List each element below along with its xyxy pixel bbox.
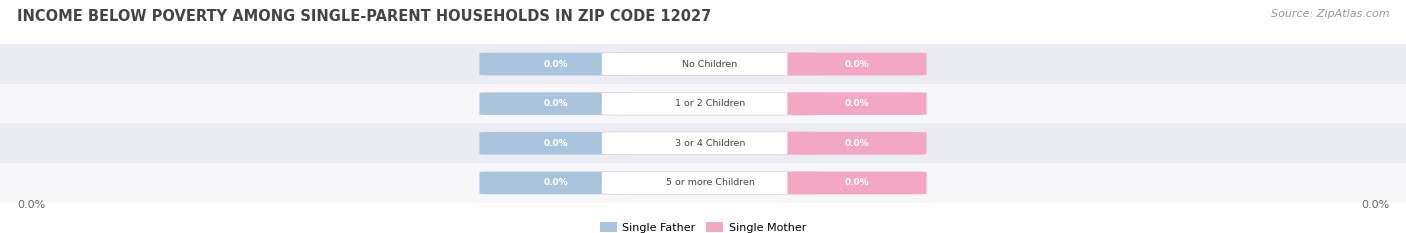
FancyBboxPatch shape — [602, 132, 818, 155]
Text: 0.0%: 0.0% — [845, 99, 869, 108]
Text: 3 or 4 Children: 3 or 4 Children — [675, 139, 745, 148]
FancyBboxPatch shape — [787, 132, 927, 155]
Text: 0.0%: 0.0% — [845, 60, 869, 69]
Text: Source: ZipAtlas.com: Source: ZipAtlas.com — [1271, 9, 1389, 19]
FancyBboxPatch shape — [787, 92, 927, 115]
Text: 0.0%: 0.0% — [845, 139, 869, 148]
Text: INCOME BELOW POVERTY AMONG SINGLE-PARENT HOUSEHOLDS IN ZIP CODE 12027: INCOME BELOW POVERTY AMONG SINGLE-PARENT… — [17, 9, 711, 24]
Text: 0.0%: 0.0% — [845, 178, 869, 187]
FancyBboxPatch shape — [602, 92, 818, 115]
FancyBboxPatch shape — [479, 53, 633, 75]
FancyBboxPatch shape — [0, 44, 1406, 84]
Text: No Children: No Children — [682, 60, 738, 69]
FancyBboxPatch shape — [479, 132, 633, 155]
Text: 0.0%: 0.0% — [1361, 200, 1389, 210]
FancyBboxPatch shape — [479, 92, 633, 115]
FancyBboxPatch shape — [787, 53, 927, 75]
FancyBboxPatch shape — [479, 171, 633, 194]
Text: 0.0%: 0.0% — [544, 139, 568, 148]
Text: 0.0%: 0.0% — [544, 178, 568, 187]
Text: 0.0%: 0.0% — [544, 60, 568, 69]
Text: 1 or 2 Children: 1 or 2 Children — [675, 99, 745, 108]
Text: 0.0%: 0.0% — [17, 200, 45, 210]
Text: 0.0%: 0.0% — [544, 99, 568, 108]
Text: 5 or more Children: 5 or more Children — [665, 178, 755, 187]
FancyBboxPatch shape — [0, 84, 1406, 123]
FancyBboxPatch shape — [602, 171, 818, 194]
Legend: Single Father, Single Mother: Single Father, Single Mother — [600, 222, 806, 233]
FancyBboxPatch shape — [602, 53, 818, 75]
FancyBboxPatch shape — [0, 123, 1406, 163]
FancyBboxPatch shape — [0, 163, 1406, 203]
FancyBboxPatch shape — [787, 171, 927, 194]
